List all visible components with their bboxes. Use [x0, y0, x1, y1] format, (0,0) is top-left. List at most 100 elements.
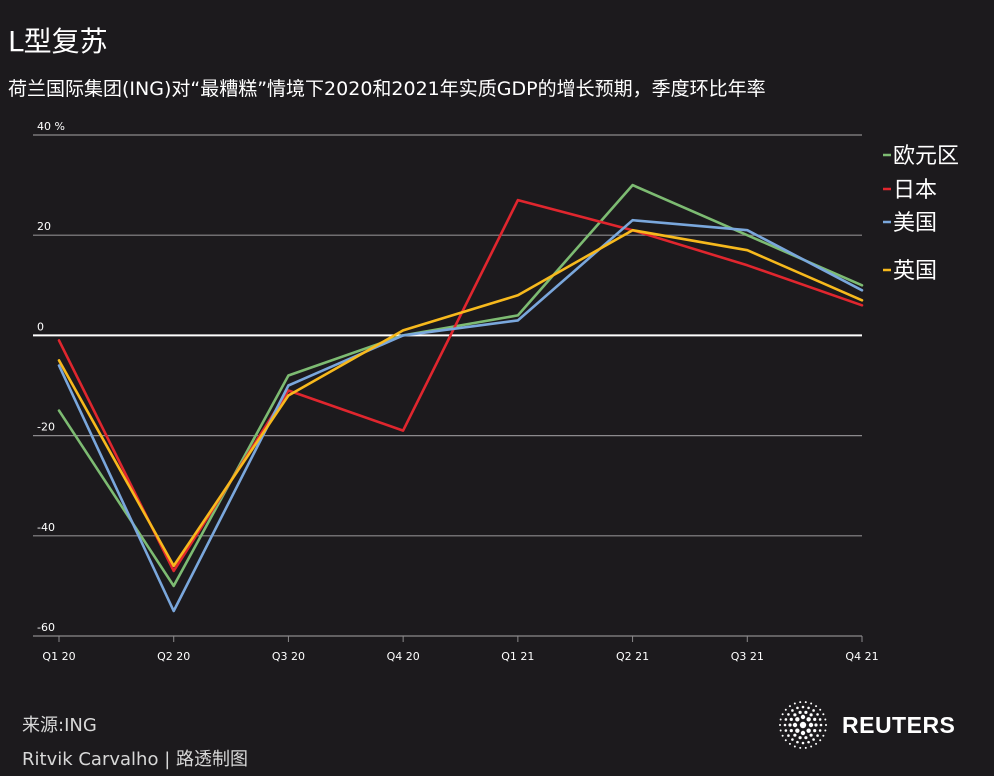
logo-dot — [789, 717, 793, 721]
grid-lines — [33, 134, 862, 637]
logo-dot — [809, 713, 813, 717]
logo-dot — [783, 723, 787, 727]
logo-dot — [801, 741, 805, 745]
logo-dot — [788, 742, 791, 745]
logo-dot — [787, 734, 790, 737]
series-line — [57, 183, 864, 588]
credit-note: Ritvik Carvalho | 路透制图 — [22, 749, 248, 770]
chart-title: L型复苏 — [8, 25, 108, 58]
source-note: 来源:ING — [22, 715, 97, 736]
logo-dot — [819, 723, 823, 727]
logo-dot — [819, 739, 822, 742]
logo-dot — [816, 734, 819, 737]
legend-label: 欧元区 — [893, 144, 959, 169]
series-line — [57, 218, 864, 613]
legend-label: 美国 — [893, 211, 937, 236]
logo-dot — [804, 746, 807, 749]
logo-dot — [788, 705, 791, 708]
x-tick-label: Q3 20 — [272, 650, 305, 663]
logo-dot — [824, 729, 827, 732]
logo-dot — [784, 708, 787, 711]
logo-dot — [807, 706, 810, 710]
logo-dot — [804, 710, 808, 714]
y-tick-label: 0 — [37, 320, 44, 333]
y-tick-label: -60 — [37, 621, 55, 634]
x-tick-label: Q4 20 — [387, 650, 420, 663]
logo-dot — [810, 702, 813, 705]
logo-dot — [787, 713, 790, 716]
logo-dot — [809, 733, 813, 737]
x-tick-label: Q2 21 — [616, 650, 649, 663]
logo-dot — [810, 745, 813, 748]
logo-dot — [793, 745, 796, 748]
logo-dot — [788, 723, 792, 727]
logo-dot — [784, 729, 788, 732]
x-tick-label: Q1 21 — [501, 650, 534, 663]
reuters-dots-icon — [779, 701, 827, 749]
logo-dot — [781, 713, 784, 716]
logo-dot — [824, 718, 827, 721]
logo-dot — [818, 729, 822, 732]
logo-dot — [793, 702, 796, 705]
y-tick-label: -40 — [37, 521, 55, 534]
logo-dot — [800, 714, 806, 720]
logo-dot — [796, 706, 799, 710]
reuters-wordmark: REUTERS — [842, 711, 956, 738]
logo-dot — [818, 718, 822, 721]
logo-dot — [795, 728, 800, 733]
logo-dot — [800, 730, 806, 736]
logo-dot — [792, 722, 798, 728]
logo-dot — [789, 729, 793, 733]
logo-dot — [804, 736, 808, 740]
logo-dot — [825, 724, 827, 726]
y-tick-label: 40 % — [37, 120, 65, 133]
logo-dot — [815, 705, 818, 708]
y-tick-label: -20 — [37, 421, 55, 434]
logo-dot — [812, 738, 815, 741]
y-tick-label: 20 — [37, 220, 51, 233]
logo-dot — [799, 721, 807, 729]
legend-label: 日本 — [893, 178, 937, 203]
x-axis: Q1 20 Q2 20 Q3 20 Q4 20 Q1 21 Q2 21 Q3 21 Q4 21 — [42, 636, 879, 663]
series-line — [57, 198, 864, 573]
x-tick-label: Q1 20 — [42, 650, 75, 663]
logo-dot — [791, 738, 794, 741]
logo-dot — [791, 709, 794, 712]
logo-dot — [796, 740, 799, 744]
logo-dot — [799, 701, 802, 704]
logo-dot — [784, 739, 787, 742]
logo-dot — [779, 718, 782, 721]
logo-dot — [779, 724, 781, 726]
logo-dot — [814, 723, 818, 727]
logo-dot — [793, 733, 797, 737]
logo-dot — [781, 734, 784, 737]
logo-dot — [798, 736, 802, 740]
logo-dot — [822, 713, 825, 716]
logo-dot — [816, 713, 819, 716]
line-chart: 40 %200-20-40-60 Q1 20 Q2 20 Q3 20 Q4 20 Q1 … — [33, 120, 959, 663]
logo-dot — [813, 729, 817, 733]
series-line — [57, 228, 864, 568]
logo-dot — [813, 717, 817, 721]
logo-dot — [819, 708, 822, 711]
chart-subtitle: 荷兰国际集团(ING)对“最糟糕”情境下2020和2021年实质GDP的增长预期… — [8, 78, 766, 100]
reuters-logo: REUTERS — [776, 698, 955, 752]
logo-dot — [807, 740, 810, 744]
y-axis-tick-labels: 40 % 20 0 -20 -40 -60 — [37, 120, 65, 634]
logo-dot — [808, 722, 814, 728]
legend-label: 英国 — [893, 259, 937, 284]
logo-dot — [795, 717, 800, 722]
logo-dot — [793, 713, 797, 717]
logo-dot — [798, 710, 802, 714]
logo-dot — [806, 717, 811, 722]
x-tick-label: Q4 21 — [845, 650, 878, 663]
logo-dot — [822, 734, 825, 737]
logo-dot — [801, 705, 805, 709]
logo-dot — [799, 746, 802, 749]
x-tick-label: Q3 21 — [731, 650, 764, 663]
logo-dot — [779, 729, 782, 732]
series-lines — [57, 183, 864, 613]
logo-dot — [804, 701, 807, 704]
logo-dot — [806, 728, 811, 733]
